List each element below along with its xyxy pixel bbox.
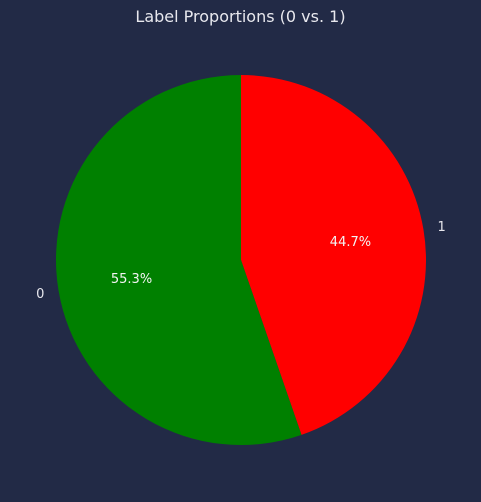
category-label-0: 0 (36, 287, 44, 302)
pie-slices (56, 75, 427, 445)
pct-label-1: 44.7% (330, 235, 371, 250)
pie-slice-0 (56, 75, 302, 445)
chart-title: Label Proportions (0 vs. 1) (135, 7, 345, 26)
category-label-1: 1 (438, 220, 446, 235)
pie-slice-1 (241, 75, 427, 435)
pie-labels: 44.7% 1 55.3% 0 (36, 220, 446, 302)
pct-label-0: 55.3% (111, 272, 152, 287)
